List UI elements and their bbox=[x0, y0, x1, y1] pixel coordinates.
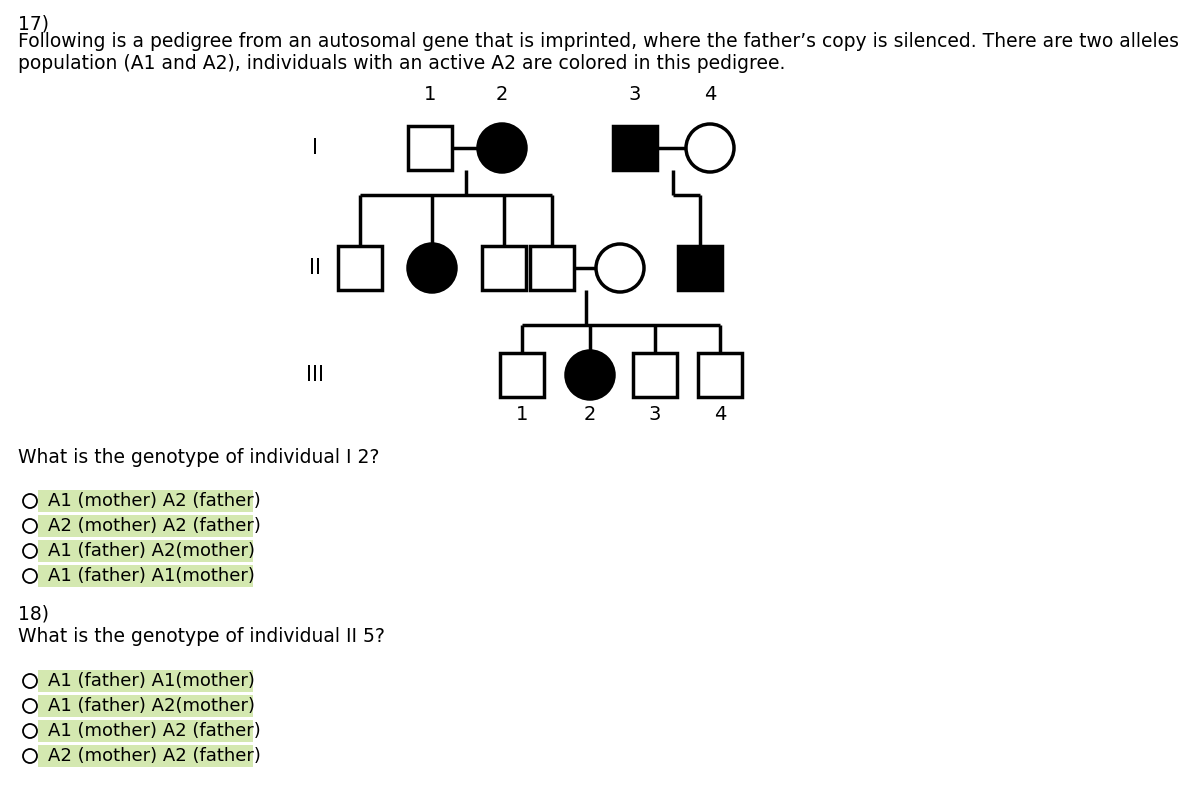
Bar bbox=[698, 353, 742, 397]
Text: A1 (father) A2(mother): A1 (father) A2(mother) bbox=[49, 542, 255, 560]
Text: 3: 3 bbox=[629, 86, 641, 105]
Text: 4: 4 bbox=[704, 86, 716, 105]
Circle shape bbox=[23, 569, 37, 583]
Circle shape bbox=[408, 244, 456, 292]
Text: 18): 18) bbox=[18, 605, 49, 624]
Bar bbox=[408, 126, 451, 170]
Bar bbox=[38, 565, 254, 587]
Circle shape bbox=[23, 749, 37, 763]
Text: II: II bbox=[309, 258, 321, 278]
Text: 1: 1 bbox=[424, 86, 436, 105]
Circle shape bbox=[478, 124, 526, 172]
Bar bbox=[500, 353, 544, 397]
Bar bbox=[38, 515, 254, 537]
Circle shape bbox=[566, 351, 614, 399]
Circle shape bbox=[23, 699, 37, 713]
Bar bbox=[530, 246, 574, 290]
Bar bbox=[482, 246, 526, 290]
Circle shape bbox=[23, 494, 37, 508]
Circle shape bbox=[23, 724, 37, 738]
Bar bbox=[38, 490, 254, 512]
Bar bbox=[633, 353, 677, 397]
Circle shape bbox=[23, 674, 37, 688]
Text: 1: 1 bbox=[515, 406, 529, 424]
Bar bbox=[38, 695, 254, 717]
Text: A1 (mother) A2 (father): A1 (mother) A2 (father) bbox=[49, 722, 261, 740]
Text: 3: 3 bbox=[649, 406, 661, 424]
Circle shape bbox=[23, 519, 37, 533]
Text: A2 (mother) A2 (father): A2 (mother) A2 (father) bbox=[49, 747, 261, 765]
Circle shape bbox=[23, 544, 37, 558]
Bar bbox=[338, 246, 382, 290]
Text: A2 (mother) A2 (father): A2 (mother) A2 (father) bbox=[49, 517, 261, 535]
Bar bbox=[678, 246, 722, 290]
Text: What is the genotype of individual I 2?: What is the genotype of individual I 2? bbox=[18, 448, 379, 467]
Bar bbox=[613, 126, 656, 170]
Text: III: III bbox=[306, 365, 324, 385]
Text: 2: 2 bbox=[584, 406, 596, 424]
Bar bbox=[38, 745, 254, 767]
Bar bbox=[38, 670, 254, 692]
Circle shape bbox=[596, 244, 643, 292]
Text: population (A1 and A2), individuals with an active A2 are colored in this pedigr: population (A1 and A2), individuals with… bbox=[18, 54, 786, 73]
Text: 17): 17) bbox=[18, 14, 49, 33]
Bar bbox=[38, 540, 254, 562]
Circle shape bbox=[686, 124, 734, 172]
Text: A1 (mother) A2 (father): A1 (mother) A2 (father) bbox=[49, 492, 261, 510]
Text: A1 (father) A2(mother): A1 (father) A2(mother) bbox=[49, 697, 255, 715]
Text: I: I bbox=[312, 138, 318, 158]
Text: 4: 4 bbox=[713, 406, 726, 424]
Text: A1 (father) A1(mother): A1 (father) A1(mother) bbox=[49, 567, 255, 585]
Text: 2: 2 bbox=[495, 86, 508, 105]
Bar bbox=[38, 720, 254, 742]
Text: A1 (father) A1(mother): A1 (father) A1(mother) bbox=[49, 672, 255, 690]
Text: Following is a pedigree from an autosomal gene that is imprinted, where the fath: Following is a pedigree from an autosoma… bbox=[18, 32, 1185, 51]
Text: What is the genotype of individual II 5?: What is the genotype of individual II 5? bbox=[18, 627, 385, 646]
